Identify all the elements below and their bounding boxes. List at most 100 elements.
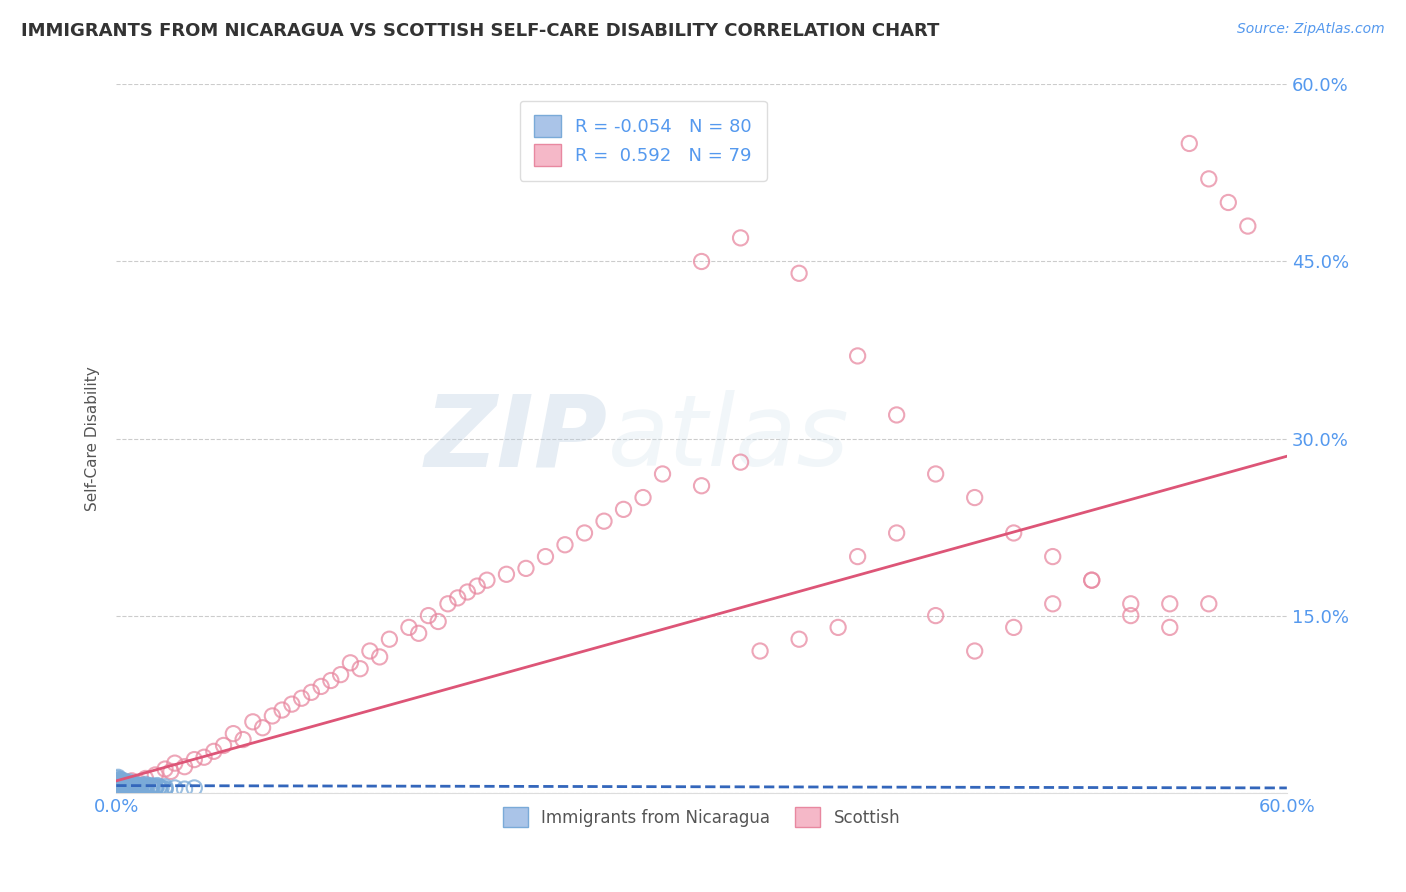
Point [136, 780, 159, 794]
Point [1178, 136, 1201, 151]
Point [183, 753, 205, 767]
Point [112, 780, 135, 795]
Point [160, 764, 183, 779]
Text: IMMIGRANTS FROM NICARAGUA VS SCOTTISH SELF-CARE DISABILITY CORRELATION CHART: IMMIGRANTS FROM NICARAGUA VS SCOTTISH SE… [21, 22, 939, 40]
Point [118, 775, 141, 789]
Point [141, 779, 163, 793]
Point [115, 777, 138, 791]
Point [262, 709, 284, 723]
Point [112, 776, 135, 790]
Point [574, 526, 596, 541]
Point [117, 779, 139, 793]
Point [1080, 573, 1102, 587]
Point [418, 608, 440, 623]
Point [121, 780, 143, 795]
Point [1198, 172, 1220, 186]
Point [141, 780, 163, 795]
Point [359, 644, 381, 658]
Point [787, 266, 810, 280]
Point [148, 780, 170, 795]
Point [1002, 526, 1025, 541]
Point [554, 538, 576, 552]
Point [202, 744, 225, 758]
Point [117, 780, 139, 795]
Point [122, 780, 145, 794]
Point [115, 779, 138, 793]
Point [111, 780, 134, 794]
Point [128, 780, 150, 795]
Point [111, 782, 134, 797]
Point [299, 685, 322, 699]
Point [163, 780, 186, 795]
Point [108, 775, 131, 789]
Point [122, 779, 145, 793]
Point [128, 779, 150, 793]
Point [437, 597, 460, 611]
Point [252, 721, 274, 735]
Point [117, 780, 139, 794]
Point [111, 776, 134, 790]
Point [115, 776, 138, 790]
Point [173, 782, 195, 797]
Point [107, 776, 129, 790]
Point [1198, 597, 1220, 611]
Point [291, 691, 314, 706]
Point [108, 780, 131, 795]
Point [118, 780, 141, 794]
Point [1218, 195, 1240, 210]
Point [108, 772, 131, 787]
Point [125, 779, 148, 793]
Point [730, 231, 752, 245]
Point [1119, 597, 1142, 611]
Point [108, 779, 131, 793]
Point [138, 780, 160, 795]
Point [378, 632, 401, 647]
Point [135, 779, 157, 793]
Point [232, 732, 254, 747]
Point [122, 777, 145, 791]
Point [108, 775, 131, 789]
Point [631, 491, 654, 505]
Point [118, 777, 141, 791]
Point [143, 768, 166, 782]
Point [339, 656, 361, 670]
Point [146, 779, 169, 793]
Point [111, 777, 134, 791]
Point [349, 662, 371, 676]
Point [515, 561, 537, 575]
Point [456, 585, 478, 599]
Point [368, 649, 391, 664]
Point [886, 526, 908, 541]
Point [112, 773, 135, 788]
Point [1042, 597, 1064, 611]
Point [212, 739, 235, 753]
Point [115, 776, 138, 790]
Point [127, 779, 149, 793]
Point [281, 697, 304, 711]
Point [749, 644, 772, 658]
Text: atlas: atlas [607, 390, 849, 487]
Point [846, 549, 869, 564]
Point [148, 780, 170, 794]
Point [125, 780, 148, 795]
Point [131, 779, 153, 793]
Point [107, 782, 129, 797]
Y-axis label: Self-Care Disability: Self-Care Disability [86, 367, 100, 511]
Point [1002, 620, 1025, 634]
Point [1159, 597, 1181, 611]
Point [111, 773, 134, 788]
Point [495, 567, 517, 582]
Point [141, 780, 163, 794]
Point [111, 775, 134, 789]
Point [153, 762, 176, 776]
Point [115, 782, 138, 797]
Point [271, 703, 294, 717]
Point [142, 780, 165, 794]
Point [107, 773, 129, 788]
Point [135, 780, 157, 794]
Point [153, 780, 176, 794]
Point [107, 770, 129, 784]
Point [125, 780, 148, 794]
Point [963, 491, 986, 505]
Point [1042, 549, 1064, 564]
